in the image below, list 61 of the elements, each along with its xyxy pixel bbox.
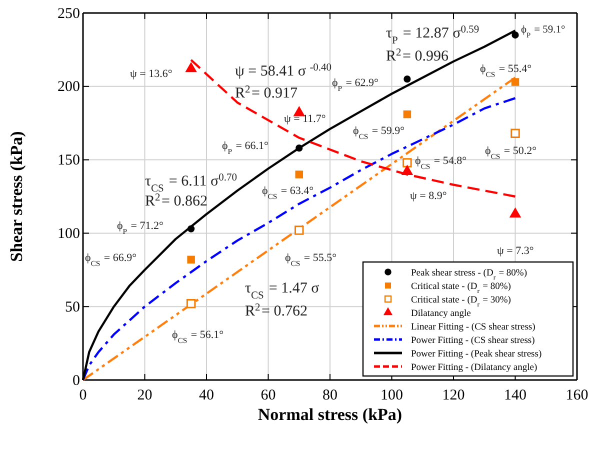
x-tick-label: 160: [566, 388, 588, 404]
annotation: ϕ$_{CS}$ = 55.5°: [285, 252, 336, 268]
y-tick-label: 50: [65, 299, 80, 316]
y-tick-label: 0: [72, 372, 80, 389]
x-tick-label: 40: [199, 388, 214, 404]
legend-label: Power Fitting - (CS shear stress): [411, 336, 535, 346]
annotation: ϕ$_{CS}$ = 50.2°: [485, 144, 536, 160]
point: [187, 256, 195, 264]
y-axis-title: Shear stress (kPa): [7, 131, 26, 262]
x-tick-label: 120: [442, 388, 465, 404]
point: [295, 170, 303, 178]
annotation: τ$_{CS}$ = 6.11 σ$^{0.70}$: [145, 172, 238, 194]
annotation: ϕ$_{CS}$ = 55.4°: [480, 62, 532, 78]
y-tick-label: 200: [58, 79, 80, 96]
legend-label: Power Fitting - (Dilatancy angle): [411, 362, 538, 373]
annotation: ϕ$_{P}$ = 62.9°: [332, 76, 378, 92]
annotation: ϕ$_{P}$ = 59.1°: [521, 24, 566, 40]
legend-label: Linear Fitting - (CS shear stress): [411, 322, 536, 332]
point: [512, 31, 519, 39]
legend-label: Critical state - (D$_{r}$ = 30%): [411, 295, 511, 308]
annotation: ϕ$_{CS}$ = 56.1°: [172, 328, 224, 344]
annotation: ϕ$_{P}$ = 66.1°: [222, 140, 268, 156]
x-tick-label: 20: [137, 388, 152, 404]
annotation: ψ = 11.7°: [284, 112, 326, 125]
point: [186, 299, 196, 308]
annotation: ψ = 8.9°: [410, 190, 447, 202]
annotation: ψ = 58.41 σ $^{-0.40}$: [235, 62, 332, 80]
annotation: τ$_{CS}$ = 1.47 σ: [245, 280, 320, 301]
x-axis-title: Normal stress (kPa): [258, 405, 402, 424]
point: [403, 110, 412, 118]
point: [511, 78, 520, 86]
annotation: τ$_{P}$ = 12.87 σ$^{0.59}$: [386, 24, 480, 46]
point: [293, 106, 306, 116]
annotation: ϕ$_{CS}$ = 66.9°: [85, 252, 136, 268]
annotation: ϕ$_{CS}$ = 63.4°: [262, 184, 314, 200]
point: [294, 226, 304, 235]
x-tick-label: 100: [380, 388, 403, 404]
y-tick-label: 150: [58, 152, 80, 169]
point: [402, 158, 412, 168]
legend-label: Peak shear stress - (D$_{r}$ = 80%): [411, 268, 528, 281]
legend-label: Power Fitting - (Peak shear stress): [411, 349, 542, 360]
annotation: ϕ$_{CS}$ = 59.9°: [353, 124, 404, 140]
y-tick-label: 250: [58, 6, 80, 22]
y-tick-label: 100: [58, 226, 80, 242]
x-tick-label: 60: [260, 388, 276, 404]
legend-label: Dilatancy angle: [411, 308, 471, 319]
x-tick-label: 80: [322, 388, 338, 404]
annotation: R$^{2}$= 0.762: [245, 302, 308, 320]
annotation: R$^{2}$= 0.996: [386, 46, 449, 64]
annotation: ϕ$_{CS}$ = 54.8°: [415, 154, 466, 170]
annotation: ϕ$_{P}$ = 71.2°: [117, 220, 164, 236]
point: [187, 225, 195, 232]
annotation: ψ = 13.6°: [130, 68, 172, 80]
point: [296, 144, 303, 152]
annotation: R$^{2}$= 0.862: [145, 192, 208, 210]
annotation: R$^{2}$= 0.917: [235, 84, 298, 102]
point: [404, 76, 411, 83]
point: [510, 128, 520, 138]
x-tick-label: 140: [504, 388, 526, 404]
legend-label: Critical state - (D$_{r}$ = 80%): [411, 282, 511, 294]
annotation: ψ = 7.3°: [497, 244, 534, 257]
